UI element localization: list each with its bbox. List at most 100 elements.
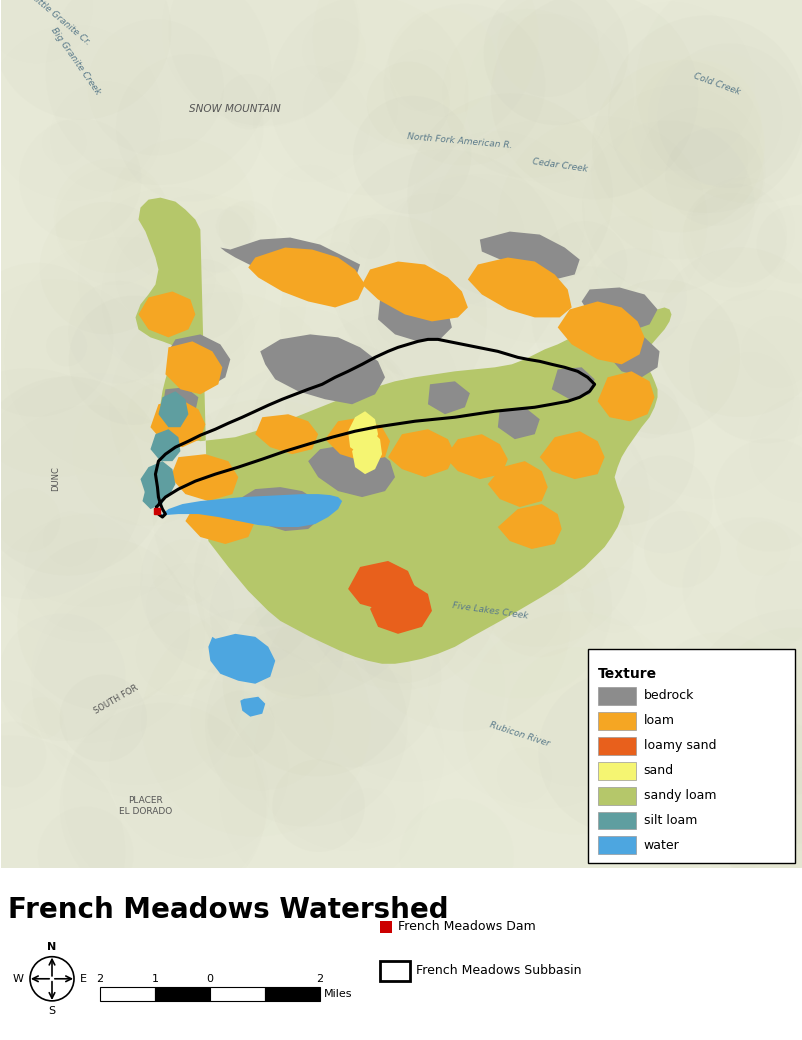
Circle shape bbox=[679, 609, 802, 843]
Text: 2: 2 bbox=[316, 973, 323, 984]
Text: W: W bbox=[13, 973, 24, 984]
Text: sandy loam: sandy loam bbox=[642, 789, 715, 802]
Polygon shape bbox=[248, 248, 365, 308]
Circle shape bbox=[248, 603, 343, 699]
Circle shape bbox=[584, 280, 739, 435]
Circle shape bbox=[608, 16, 802, 213]
Text: Big Granite Creek: Big Granite Creek bbox=[49, 26, 102, 97]
Circle shape bbox=[250, 428, 435, 614]
Polygon shape bbox=[597, 371, 654, 421]
Text: Barker Creek: Barker Creek bbox=[628, 769, 686, 799]
Bar bbox=[379, 920, 391, 933]
Polygon shape bbox=[150, 430, 180, 461]
Circle shape bbox=[407, 94, 612, 300]
Circle shape bbox=[547, 379, 694, 525]
Polygon shape bbox=[468, 258, 571, 317]
Text: Rubicon River: Rubicon River bbox=[488, 721, 550, 749]
Text: E: E bbox=[80, 973, 87, 984]
Text: SOUTH FOR: SOUTH FOR bbox=[92, 683, 140, 716]
Circle shape bbox=[0, 0, 171, 120]
Circle shape bbox=[483, 0, 628, 125]
Polygon shape bbox=[240, 697, 265, 717]
Circle shape bbox=[688, 718, 802, 875]
Circle shape bbox=[152, 398, 379, 626]
Circle shape bbox=[442, 9, 611, 178]
Text: S: S bbox=[48, 1006, 55, 1016]
Text: Cedar Creek: Cedar Creek bbox=[531, 157, 587, 174]
Text: DUNC: DUNC bbox=[51, 466, 59, 491]
Text: N: N bbox=[47, 941, 57, 952]
Polygon shape bbox=[220, 237, 359, 287]
Polygon shape bbox=[325, 417, 390, 461]
Circle shape bbox=[490, 0, 697, 199]
Polygon shape bbox=[158, 494, 342, 527]
Circle shape bbox=[327, 150, 562, 385]
Bar bbox=[587, 649, 794, 863]
Text: SNOW MOUNTAIN: SNOW MOUNTAIN bbox=[189, 104, 281, 113]
Bar bbox=[210, 987, 265, 1000]
Circle shape bbox=[484, 548, 593, 657]
Bar bbox=[597, 736, 634, 755]
Polygon shape bbox=[370, 583, 431, 633]
Text: 2: 2 bbox=[96, 973, 103, 984]
Circle shape bbox=[635, 0, 802, 203]
Polygon shape bbox=[609, 337, 658, 378]
Text: loamy sand: loamy sand bbox=[642, 739, 715, 752]
Polygon shape bbox=[185, 499, 255, 544]
Polygon shape bbox=[444, 435, 507, 479]
Circle shape bbox=[531, 266, 643, 379]
Circle shape bbox=[353, 96, 471, 214]
Text: bedrock: bedrock bbox=[642, 690, 693, 702]
Polygon shape bbox=[168, 335, 230, 387]
Circle shape bbox=[643, 511, 720, 588]
Circle shape bbox=[0, 376, 168, 575]
Text: loam: loam bbox=[642, 714, 674, 727]
Text: Five Lakes Creek: Five Lakes Creek bbox=[451, 601, 528, 621]
Bar bbox=[379, 961, 410, 981]
Circle shape bbox=[222, 588, 411, 777]
Circle shape bbox=[193, 464, 427, 697]
Polygon shape bbox=[378, 291, 452, 341]
Text: 1: 1 bbox=[152, 973, 158, 984]
Circle shape bbox=[537, 672, 699, 833]
Bar bbox=[265, 987, 320, 1000]
Bar bbox=[597, 786, 634, 805]
Circle shape bbox=[162, 259, 242, 340]
Circle shape bbox=[186, 209, 250, 272]
Polygon shape bbox=[255, 414, 318, 454]
Polygon shape bbox=[138, 291, 195, 337]
Polygon shape bbox=[208, 633, 275, 683]
Circle shape bbox=[272, 759, 364, 852]
Text: Little Granite Cr.: Little Granite Cr. bbox=[30, 0, 91, 47]
Bar bbox=[597, 711, 634, 730]
Polygon shape bbox=[347, 561, 415, 610]
Text: Cold Creek: Cold Creek bbox=[692, 72, 741, 97]
Polygon shape bbox=[497, 408, 539, 439]
Polygon shape bbox=[488, 461, 547, 508]
Circle shape bbox=[332, 425, 537, 630]
Bar bbox=[597, 811, 634, 830]
Text: silt loam: silt loam bbox=[642, 814, 696, 827]
Polygon shape bbox=[581, 287, 657, 332]
Bar bbox=[597, 761, 634, 780]
Polygon shape bbox=[136, 198, 670, 664]
Polygon shape bbox=[170, 454, 238, 501]
Polygon shape bbox=[497, 504, 561, 549]
Text: PLACER
EL DORADO: PLACER EL DORADO bbox=[119, 796, 172, 815]
Polygon shape bbox=[150, 399, 205, 447]
Text: water: water bbox=[642, 839, 678, 852]
Polygon shape bbox=[351, 432, 382, 474]
Polygon shape bbox=[158, 391, 188, 427]
Text: French Meadows Dam: French Meadows Dam bbox=[398, 920, 535, 933]
Text: sand: sand bbox=[642, 764, 673, 777]
Polygon shape bbox=[308, 444, 395, 497]
Circle shape bbox=[425, 513, 611, 699]
Text: Texture: Texture bbox=[597, 667, 656, 681]
Text: French Meadows Watershed: French Meadows Watershed bbox=[8, 896, 448, 925]
Polygon shape bbox=[387, 430, 455, 477]
Bar bbox=[155, 987, 210, 1000]
Polygon shape bbox=[539, 432, 604, 479]
Polygon shape bbox=[347, 411, 378, 454]
Bar bbox=[597, 686, 634, 705]
Polygon shape bbox=[362, 261, 468, 321]
